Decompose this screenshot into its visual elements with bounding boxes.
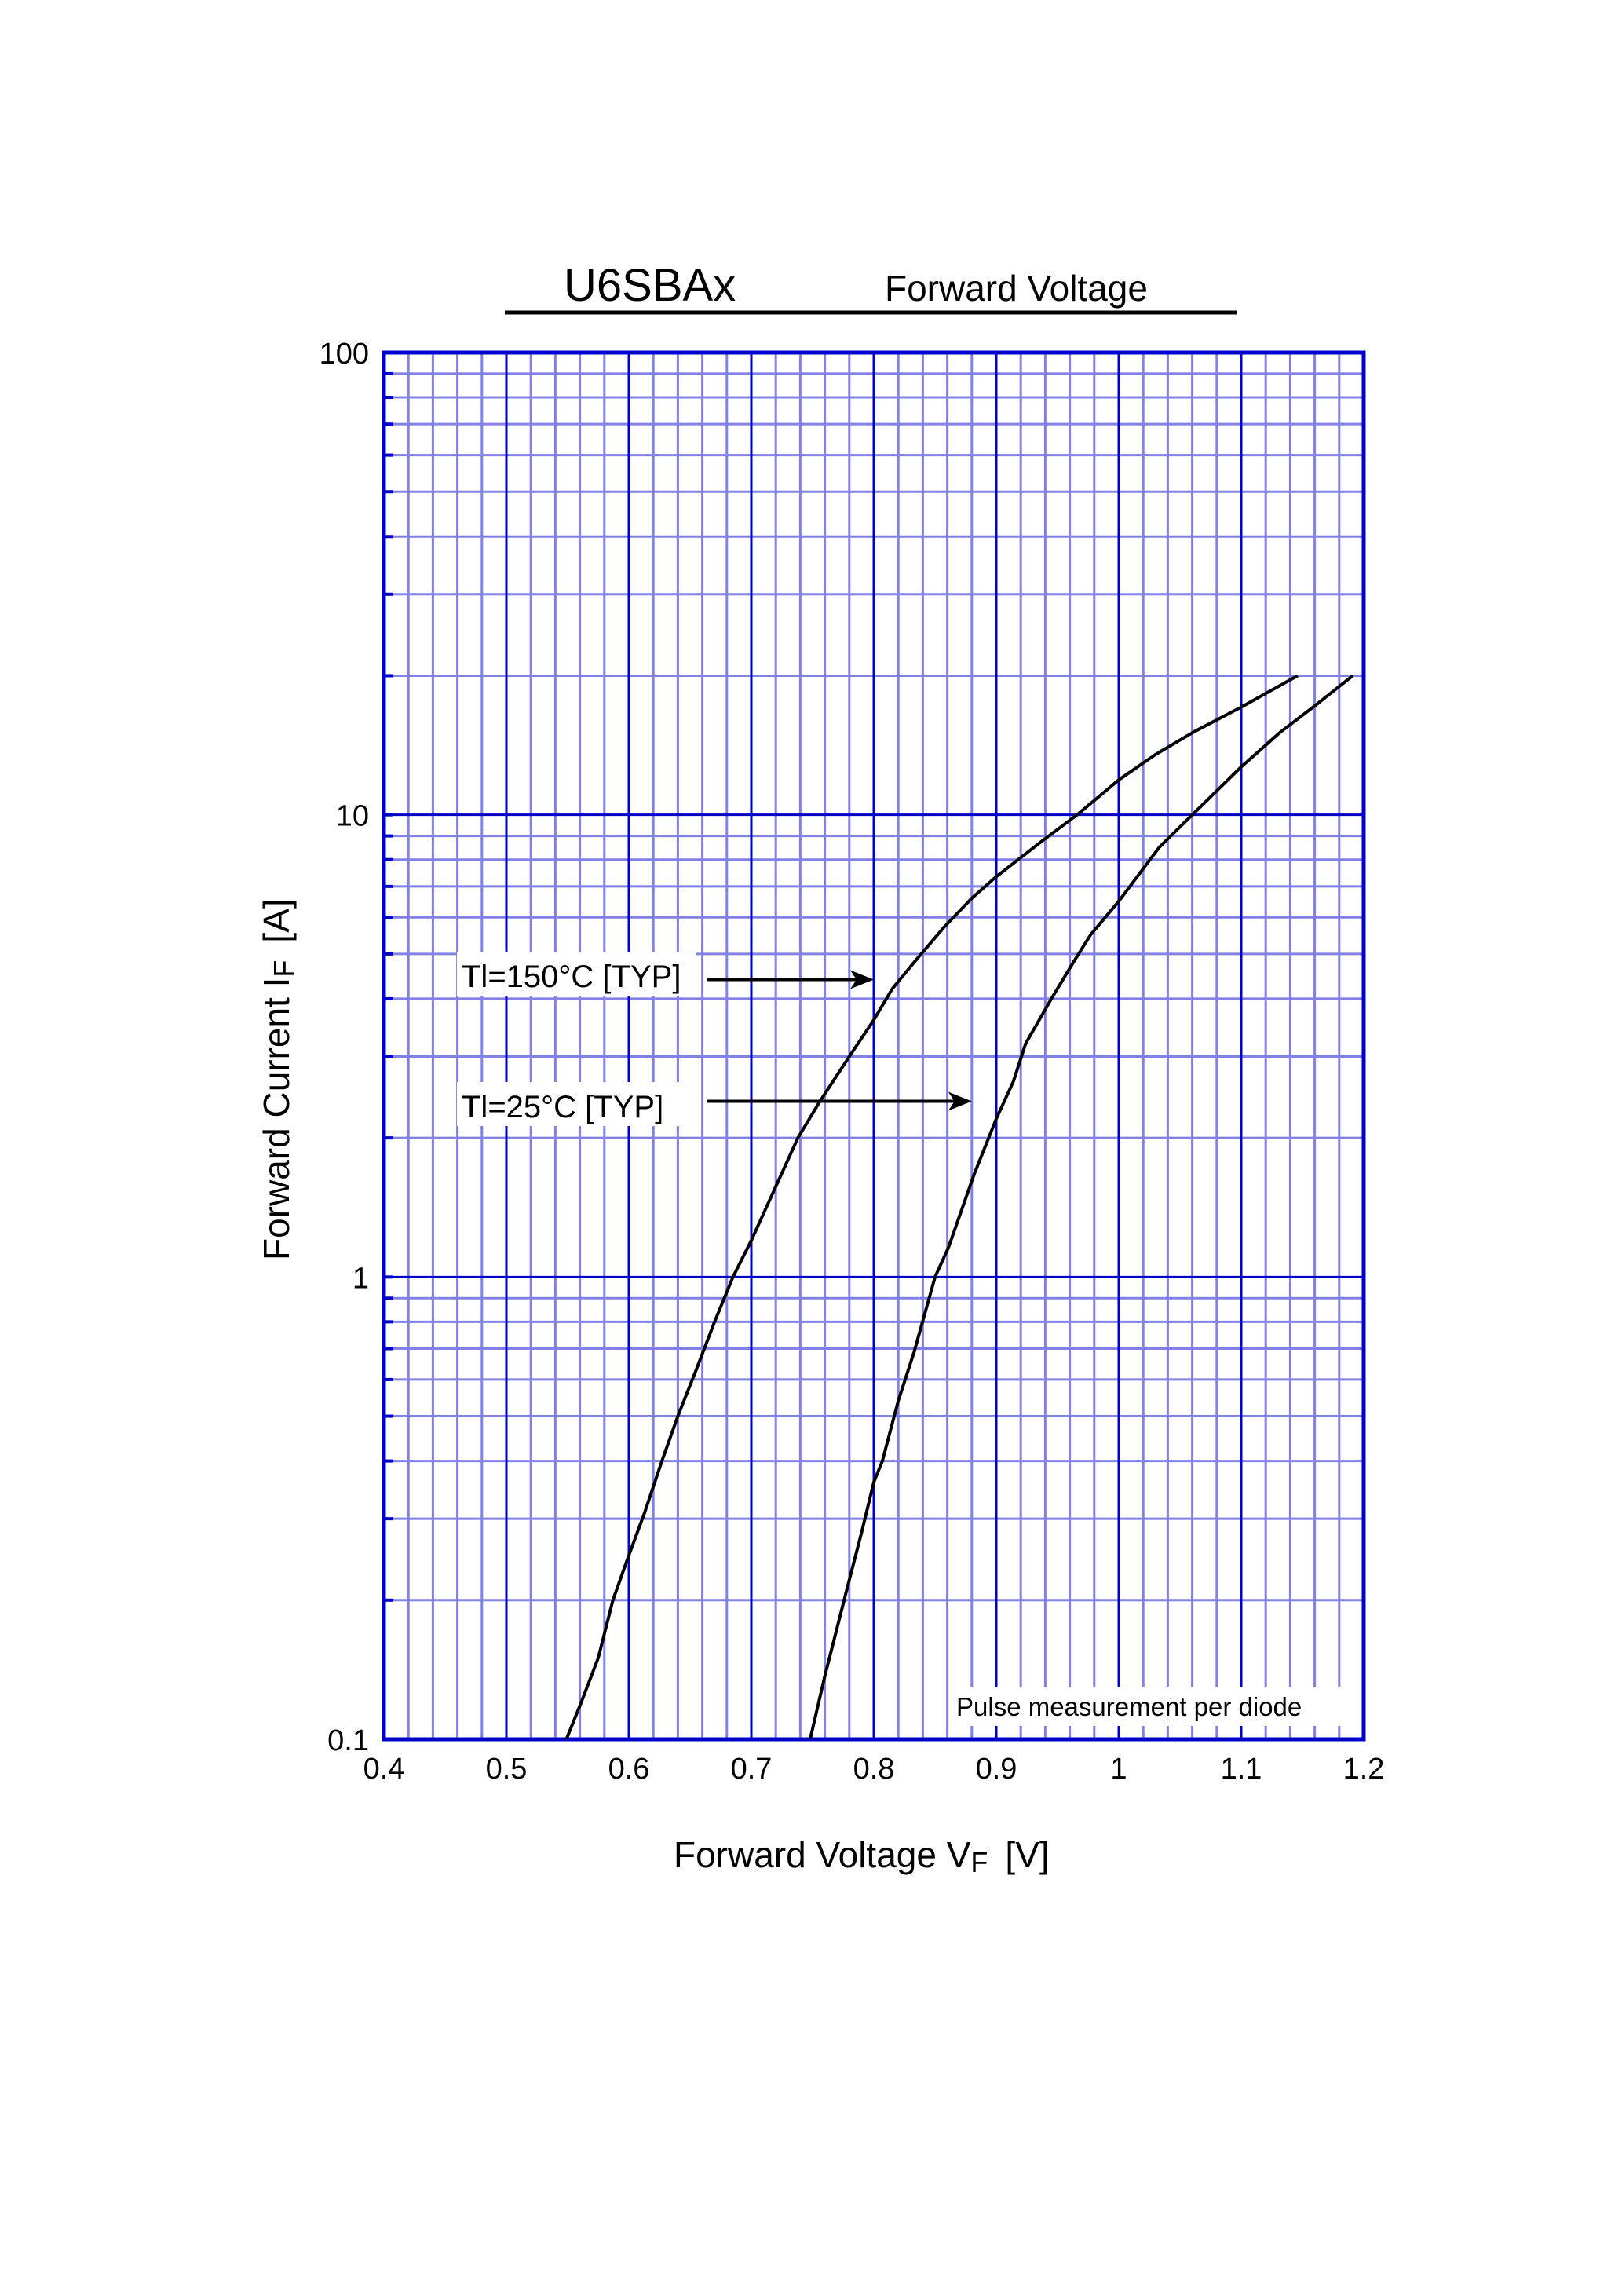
y-tick-label: 10: [336, 800, 369, 833]
curve-tl-25c: [808, 674, 1354, 1740]
x-tick-label: 1.2: [1343, 1753, 1385, 1786]
x-axis-label-subscript: F: [970, 1846, 988, 1878]
x-tick-label: 0.4: [363, 1753, 405, 1786]
plot-frame: [382, 350, 1366, 1742]
x-tick-label: 0.7: [731, 1753, 773, 1786]
y-axis-label-unit: [A]: [256, 898, 297, 942]
x-tick-label: 1.1: [1221, 1753, 1262, 1786]
major-gridlines: [382, 353, 1365, 1741]
y-axis-tick-labels: 0.1 1 10 100: [320, 338, 369, 1757]
y-axis-label-text: Forward Current I: [256, 978, 297, 1260]
label-bg-25: [457, 1082, 681, 1126]
x-axis-label-text: Forward Voltage V: [674, 1834, 971, 1875]
arrow-25c-icon: [707, 1091, 972, 1111]
part-number-title: U6SBAx: [564, 260, 736, 311]
y-tick-label: 100: [320, 338, 369, 371]
x-axis-tick-labels: 0.4 0.5 0.6 0.7 0.8 0.9 1 1.1 1.2: [363, 1753, 1385, 1786]
label-bg-150: [457, 952, 696, 996]
y-tick-label: 1: [353, 1262, 369, 1295]
minor-gridlines: [384, 353, 1364, 1739]
y-axis-label: Forward Current IF [A]: [256, 898, 300, 1260]
x-tick-label: 0.6: [608, 1753, 650, 1786]
x-axis-label-unit: [V]: [1005, 1834, 1049, 1875]
arrow-150c-icon: [707, 970, 874, 989]
x-axis-label: Forward Voltage VF [V]: [674, 1834, 1050, 1878]
arrow-head: [850, 970, 874, 989]
chart-title: Forward Voltage: [885, 268, 1148, 309]
x-tick-label: 0.8: [853, 1753, 895, 1786]
x-tick-label: 1: [1110, 1753, 1127, 1786]
note-bg: [950, 1687, 1343, 1726]
arrow-head: [948, 1091, 972, 1111]
annotation-150c: Tl=150°C [TYP]: [462, 960, 681, 994]
y-axis-label-subscript: F: [268, 960, 300, 978]
x-tick-label: 0.5: [486, 1753, 528, 1786]
pulse-note: Pulse measurement per diode: [956, 1692, 1302, 1721]
x-tick-label: 0.9: [976, 1753, 1017, 1786]
annotation-25c: Tl=25°C [TYP]: [462, 1090, 663, 1124]
y-tick-label: 0.1: [327, 1724, 369, 1757]
